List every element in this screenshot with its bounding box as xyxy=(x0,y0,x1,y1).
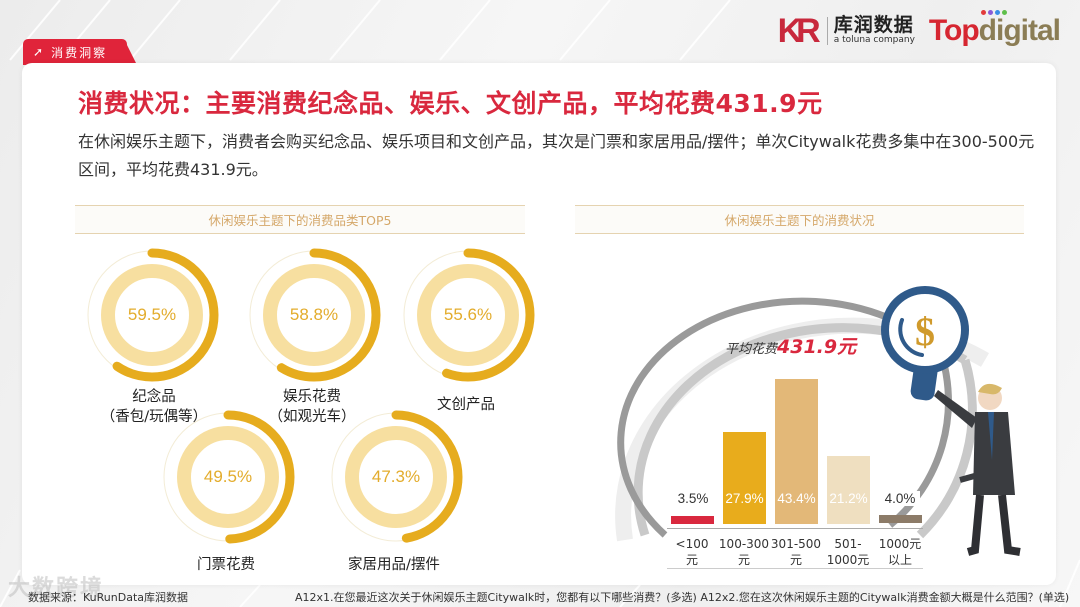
average-spend-annotation: 平均花费431.9元 xyxy=(725,332,856,359)
bar-501-1000 xyxy=(827,456,870,524)
watermark: 大数跨境 xyxy=(8,576,105,601)
bar-under-100 xyxy=(671,516,714,524)
donut-chart-entertainment: 58.8% xyxy=(244,245,384,385)
page-title: 消费状况：主要消费纪念品、娱乐、文创产品，平均花费431.9元 xyxy=(78,89,823,118)
donut-chart-tickets: 49.5% xyxy=(158,407,298,547)
kurun-name: 库润数据 xyxy=(833,14,914,37)
donut-value: 47.3% xyxy=(371,467,421,486)
spending-illustration: $ xyxy=(615,286,1021,556)
brand-logos: KR 库润数据 a toluna company Topdigital xyxy=(778,10,1061,48)
bar-value-over-1000: 4.0% xyxy=(880,491,920,506)
svg-text:$: $ xyxy=(915,309,935,354)
bar-value-under-100: 3.5% xyxy=(673,491,713,506)
businessman-illustration xyxy=(934,383,1021,556)
magnifier-dollar-icon: $ xyxy=(881,286,969,401)
average-spend-value: 431.9元 xyxy=(777,336,857,358)
x-label-over-1000: 1000元 以上 xyxy=(878,537,922,567)
bar-100-300 xyxy=(723,432,766,524)
donut-value: 59.5% xyxy=(127,305,177,324)
donut-label-creative-products: 文创产品 xyxy=(437,397,495,413)
donut-value: 58.8% xyxy=(289,305,339,324)
donut-value: 49.5% xyxy=(203,467,253,486)
topdigital-logo: Topdigital xyxy=(929,10,1061,48)
donut-chart-souvenirs: 59.5% xyxy=(82,245,222,385)
kurun-logo: KR 库润数据 a toluna company xyxy=(778,14,915,48)
bar-value-100-300: 27.9% xyxy=(725,491,764,506)
donut-label-souvenirs: 纪念品 （香包/玩偶等） xyxy=(100,389,208,425)
x-label-100-300: 100-300 元 xyxy=(718,537,770,567)
survey-question-note: A12x1.在您最近这次关于休闲娱乐主题Citywalk时，您都有以下哪些消费？… xyxy=(295,591,1070,604)
donut-chart-creative-products: 55.6% xyxy=(398,245,538,385)
average-spend-label: 平均花费 xyxy=(725,342,778,357)
kurun-subtitle: a toluna company xyxy=(833,35,915,46)
bar-over-1000 xyxy=(879,515,922,523)
x-label-301-500: 301-500 元 xyxy=(770,537,822,567)
donut-chart-home-goods: 47.3% xyxy=(326,407,466,547)
section-tag: ➚ 消费洞察 xyxy=(23,39,137,65)
donut-value: 55.6% xyxy=(443,305,493,324)
data-source: 数据来源：KuRunData库润数据 xyxy=(28,591,188,604)
spending-section-header: 休闲娱乐主题下的消费状况 xyxy=(575,205,1024,234)
logo-divider xyxy=(826,17,828,45)
topdigital-dots-icon xyxy=(980,10,1007,15)
donut-label-tickets: 门票花费 xyxy=(197,557,255,573)
x-label-501-1000: 501- 1000元 xyxy=(826,537,870,567)
section-tag-label: 消费洞察 xyxy=(51,45,108,60)
top5-section-header: 休闲娱乐主题下的消费品类TOP5 xyxy=(75,205,525,234)
bar-value-301-500: 43.4% xyxy=(777,491,816,506)
x-label-under-100: <100 元 xyxy=(675,537,709,567)
bar-301-500 xyxy=(775,379,818,524)
page-description: 在休闲娱乐主题下，消费者会购买纪念品、娱乐项目和文创产品，其次是门票和家居用品/… xyxy=(78,132,1035,179)
bar-value-501-1000: 21.2% xyxy=(829,491,868,506)
donut-label-entertainment: 娱乐花费 （如观光车） xyxy=(268,389,356,425)
kr-mark-icon: KR xyxy=(777,12,821,50)
arrow-up-right-icon: ➚ xyxy=(33,45,46,59)
x-axis-bottom-line xyxy=(667,568,923,569)
x-axis-line xyxy=(667,528,923,529)
donut-label-home-goods: 家居用品/摆件 xyxy=(348,557,440,573)
